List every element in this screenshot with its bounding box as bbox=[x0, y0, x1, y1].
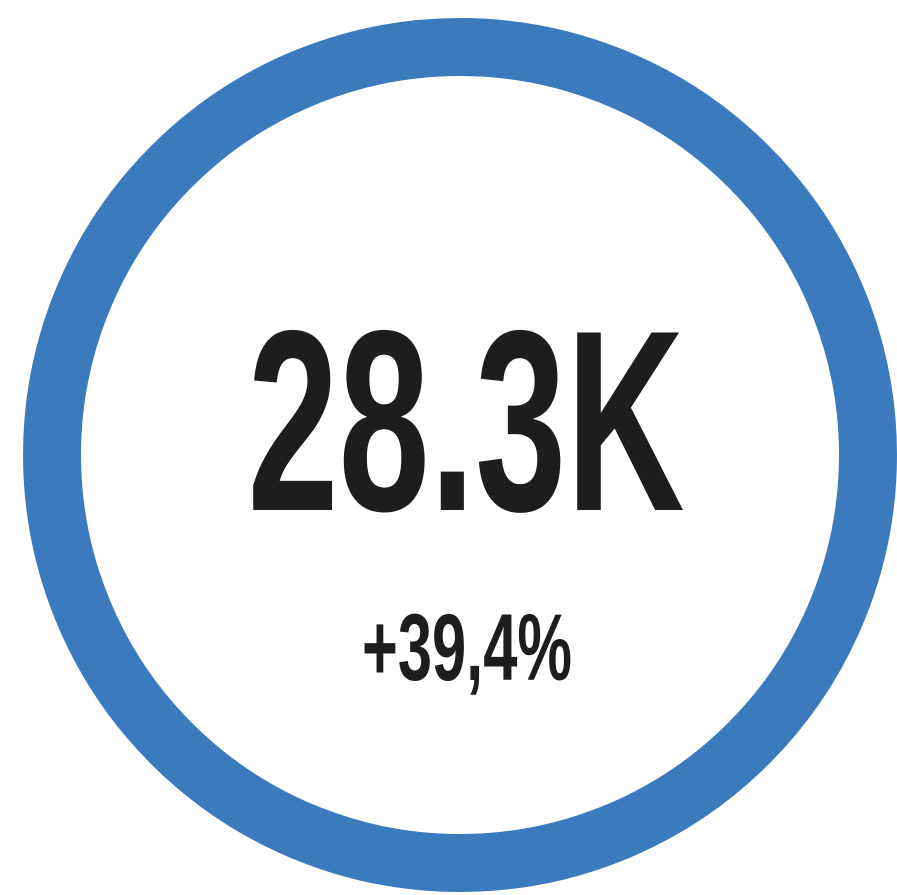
kpi-change: +39,4% bbox=[362, 595, 572, 701]
kpi-value: 28.3K bbox=[248, 276, 685, 565]
ring bbox=[23, 18, 897, 892]
